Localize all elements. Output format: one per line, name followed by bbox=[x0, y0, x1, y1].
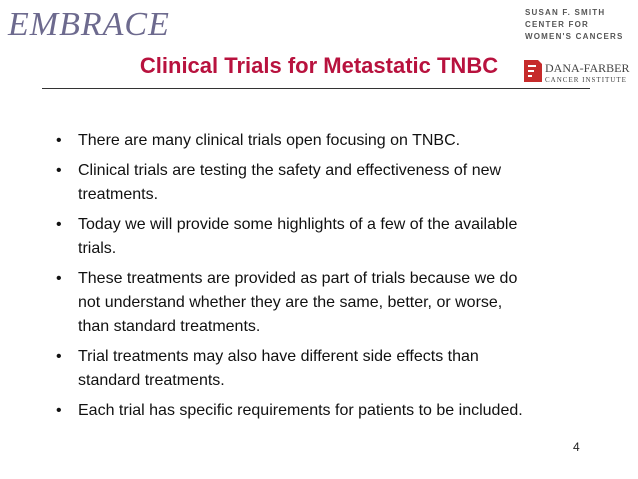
bullet: Each trial has specific requirements for… bbox=[56, 399, 523, 423]
bullet-list: There are many clinical trials open focu… bbox=[56, 129, 523, 429]
bullet: There are many clinical trials open focu… bbox=[56, 129, 523, 153]
page-number: 4 bbox=[573, 440, 580, 454]
dfci-icon bbox=[524, 60, 542, 82]
bullet-line: Trial treatments may also have different… bbox=[78, 348, 479, 365]
bullet: Today we will provide some highlights of… bbox=[56, 213, 523, 261]
bullet: Trial treatments may also have different… bbox=[56, 345, 523, 393]
logo-text: SUSAN F. SMITH bbox=[525, 8, 606, 17]
bullet: Clinical trials are testing the safety a… bbox=[56, 159, 523, 207]
bullet-line: These treatments are provided as part of… bbox=[78, 270, 518, 287]
bullet-line: trials. bbox=[78, 240, 117, 257]
bullet-line: Clinical trials are testing the safety a… bbox=[78, 162, 502, 179]
logo-text: DANA-FARBER bbox=[545, 61, 630, 75]
bullet: These treatments are provided as part of… bbox=[56, 267, 523, 339]
slide-title: Clinical Trials for Metastatic TNBC bbox=[139, 53, 499, 78]
bullet-line: not understand whether they are the same… bbox=[78, 294, 503, 311]
logo-text: CANCER INSTITUTE bbox=[545, 76, 627, 84]
bullet-line: standard treatments. bbox=[78, 372, 225, 389]
logo-text: CENTER FOR bbox=[525, 20, 589, 29]
bullet-line: Today we will provide some highlights of… bbox=[78, 216, 518, 233]
embrace-logo: EMBRACE bbox=[8, 6, 170, 43]
divider bbox=[42, 88, 590, 89]
bullet-line: treatments. bbox=[78, 186, 159, 203]
bullet-line: than standard treatments. bbox=[78, 318, 261, 335]
logo-text: WOMEN'S CANCERS bbox=[525, 32, 624, 41]
bullet-line: Each trial has specific requirements for… bbox=[78, 402, 523, 419]
bullet-line: There are many clinical trials open focu… bbox=[78, 132, 461, 149]
